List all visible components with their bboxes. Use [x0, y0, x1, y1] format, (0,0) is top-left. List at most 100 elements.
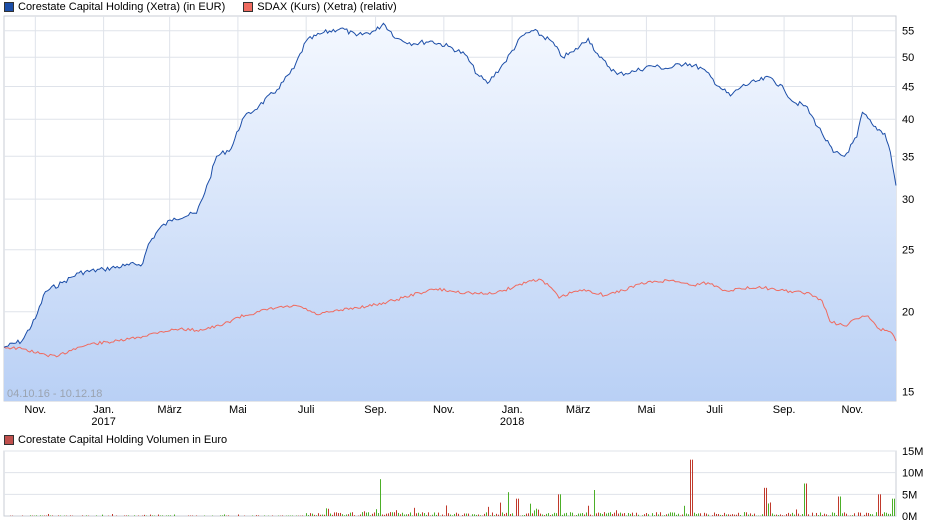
volume-bar	[444, 515, 445, 516]
volume-bar	[678, 513, 679, 516]
volume-bar	[342, 514, 343, 516]
y-tick-label: 40	[902, 114, 914, 126]
y-tick-label: 50	[902, 52, 914, 64]
volume-bar	[372, 513, 373, 516]
volume-bar	[612, 514, 613, 516]
volume-bar	[126, 515, 127, 516]
volume-bar	[780, 514, 781, 516]
volume-bar	[344, 515, 345, 516]
volume-bar	[368, 512, 369, 516]
volume-bar	[682, 514, 683, 516]
volume-bar	[652, 513, 653, 516]
volume-bar	[828, 515, 829, 516]
volume-bar	[166, 515, 167, 516]
volume-bar	[850, 515, 851, 516]
volume-bar	[468, 513, 469, 516]
volume-bar	[564, 513, 565, 516]
legend-item-index[interactable]: SDAX (Kurs) (Xetra) (relativ)	[243, 1, 397, 13]
volume-bar	[428, 512, 429, 516]
volume-bar	[624, 513, 625, 516]
volume-bar	[538, 509, 539, 516]
volume-bar	[546, 513, 547, 516]
volume-bar	[472, 514, 473, 516]
volume-bar	[762, 514, 763, 516]
volume-bar	[696, 513, 697, 516]
volume-bar	[664, 515, 665, 516]
volume-bar	[424, 513, 425, 516]
legend-label-volume: Corestate Capital Holding Volumen in Eur…	[18, 434, 228, 446]
volume-bar	[832, 512, 833, 516]
volume-bar	[820, 512, 821, 516]
volume-bar	[220, 515, 221, 516]
volume-bar	[292, 515, 293, 516]
volume-bar	[506, 512, 507, 516]
volume-bar	[158, 514, 159, 516]
volume-bar	[464, 513, 465, 516]
volume-bar	[634, 515, 635, 516]
volume-bar	[730, 514, 731, 516]
volume-bar	[556, 513, 557, 516]
volume-bar	[772, 513, 773, 516]
legend-label-price: Corestate Capital Holding (Xetra) (in EU…	[18, 1, 226, 13]
volume-bar	[790, 514, 791, 516]
volume-bar	[764, 487, 765, 516]
volume-bar	[670, 512, 671, 516]
volume-bar	[338, 513, 339, 516]
volume-bar	[846, 513, 847, 516]
volume-bar	[618, 513, 619, 516]
volume-bar	[390, 512, 391, 516]
volume-bar	[498, 514, 499, 516]
volume-bar	[332, 514, 333, 516]
volume-bar	[802, 514, 803, 516]
volume-bar	[374, 512, 375, 516]
volume-bar	[478, 514, 479, 516]
volume-bar	[326, 508, 327, 516]
volume-bar	[224, 514, 225, 516]
volume-bar	[382, 514, 383, 516]
volume-bar	[646, 513, 647, 516]
volume-bar	[124, 515, 125, 516]
volume-bar	[306, 513, 307, 516]
legend-item-volume[interactable]: Corestate Capital Holding Volumen in Eur…	[4, 434, 227, 446]
volume-bar	[770, 502, 771, 516]
volume-bar	[40, 515, 41, 516]
volume-bar	[604, 512, 605, 516]
volume-bar	[438, 512, 439, 516]
volume-bar	[532, 513, 533, 516]
volume-bar	[144, 514, 145, 516]
volume-bar	[256, 515, 257, 516]
volume-bar	[450, 514, 451, 516]
x-tick-label: Sep.	[364, 404, 387, 416]
volume-bar	[812, 512, 813, 516]
volume-bar	[466, 513, 467, 516]
y-tick-label: 20	[902, 307, 914, 319]
volume-bar	[676, 514, 677, 516]
volume-bar	[598, 512, 599, 516]
volume-bar	[238, 514, 239, 516]
volume-bar	[582, 513, 583, 516]
volume-bar	[736, 514, 737, 516]
volume-tick-label: 15M	[902, 446, 923, 458]
y-axis: 15 20 25 30 35 40 45 50 55	[902, 26, 914, 399]
volume-bar	[596, 513, 597, 516]
volume-bar	[570, 512, 571, 516]
volume-bar	[36, 515, 37, 516]
volume-bar	[890, 513, 891, 516]
volume-bar	[778, 514, 779, 516]
volume-bar	[830, 515, 831, 516]
legend-item-price[interactable]: Corestate Capital Holding (Xetra) (in EU…	[4, 1, 225, 13]
volume-bar	[688, 514, 689, 516]
volume-bar	[228, 515, 229, 516]
volume-bar	[672, 512, 673, 516]
volume-bar	[102, 514, 103, 516]
volume-bar	[844, 512, 845, 516]
volume-bar	[560, 494, 561, 516]
volume-bar	[50, 515, 51, 516]
volume-bar	[818, 515, 819, 516]
volume-bar	[150, 514, 151, 516]
series-line-sdax[interactable]	[3, 278, 897, 358]
y-tick-label: 25	[902, 245, 914, 257]
series-line-corestate[interactable]	[3, 22, 897, 348]
